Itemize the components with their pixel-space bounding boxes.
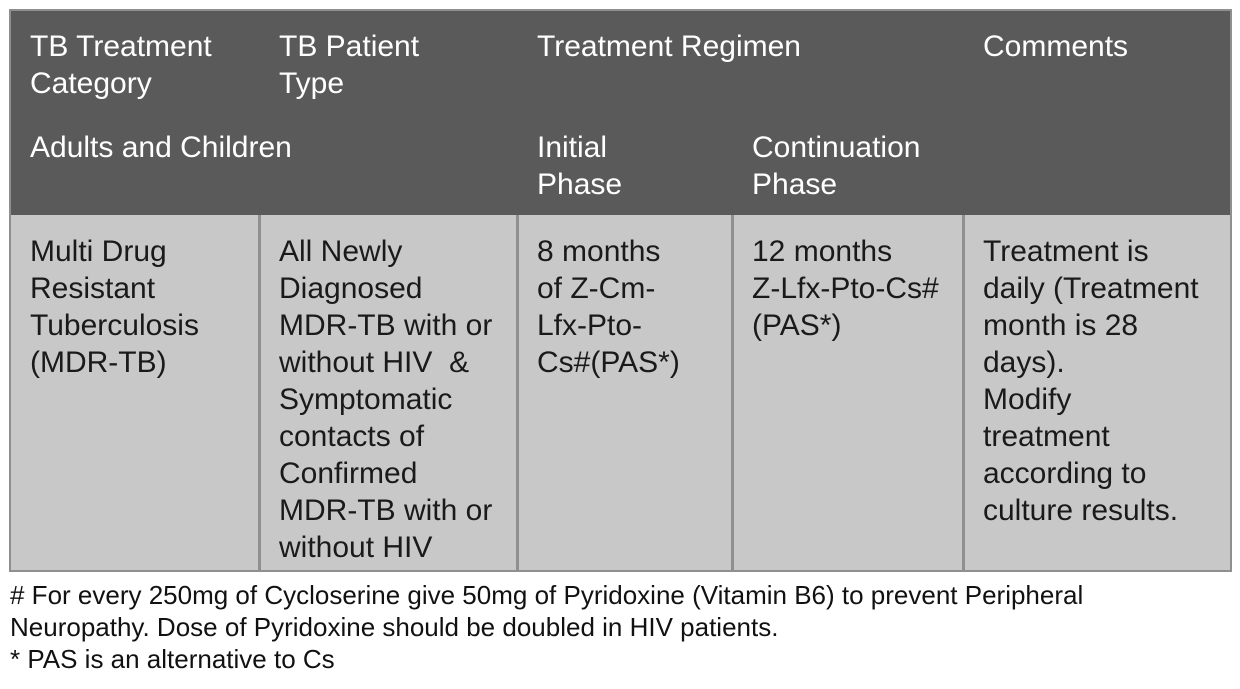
treatment-table: TB Treatment Category TB Patient Type Tr… xyxy=(9,9,1232,572)
header-initial-phase-line: Initial xyxy=(537,131,608,164)
cell-patient-type: All Newly Diagnosed MDR-TB with or witho… xyxy=(279,233,492,566)
cell-line: Lfx-Pto- xyxy=(537,309,643,342)
header-continuation-phase-line: Continuation xyxy=(752,131,921,164)
column-divider xyxy=(516,215,519,570)
header-initial-phase-line: Phase xyxy=(537,168,623,201)
cell-line: Diagnosed xyxy=(279,272,423,305)
cell-line: Tuberculosis xyxy=(30,309,199,342)
cell-comments: Treatment is daily (Treatment month is 2… xyxy=(983,233,1199,529)
header-continuation-phase: Continuation Phase xyxy=(752,129,920,203)
header-category-line: TB Treatment xyxy=(30,30,212,63)
header-comments: Comments xyxy=(983,30,1129,63)
cell-line: Confirmed xyxy=(279,457,418,490)
cell-line: MDR-TB with or xyxy=(279,494,493,527)
footnote-pyridoxine: # For every 250mg of Cycloserine give 50… xyxy=(10,580,1084,610)
cell-line: Cs#(PAS*) xyxy=(537,346,680,379)
header-initial-phase: Initial Phase xyxy=(537,129,622,203)
cell-line: Z-Lfx-Pto-Cs# xyxy=(752,272,939,305)
cell-line: daily (Treatment xyxy=(983,272,1199,305)
cell-line: days). xyxy=(983,346,1065,379)
cell-line: month is 28 xyxy=(983,309,1139,342)
cell-line: Treatment is xyxy=(983,235,1149,268)
cell-line: contacts of xyxy=(279,420,425,453)
cell-line: culture results. xyxy=(983,494,1179,527)
cell-initial-phase: 8 months of Z-Cm- Lfx-Pto- Cs#(PAS*) xyxy=(537,233,680,381)
header-patient-type: TB Patient Type xyxy=(279,28,419,102)
header-patient-type-line: Type xyxy=(279,67,345,100)
cell-line: according to xyxy=(983,457,1147,490)
table-header: TB Treatment Category TB Patient Type Tr… xyxy=(11,11,1230,215)
footnote-pyridoxine-cont: Neuropathy. Dose of Pyridoxine should be… xyxy=(10,612,779,642)
cell-continuation-phase: 12 months Z-Lfx-Pto-Cs# (PAS*) xyxy=(752,233,939,344)
cell-line: without HIV xyxy=(279,531,433,564)
cell-line: MDR-TB with or xyxy=(279,309,493,342)
cell-line: Modify xyxy=(983,383,1072,416)
cell-line: of Z-Cm- xyxy=(537,272,656,305)
header-continuation-phase-line: Phase xyxy=(752,168,838,201)
header-category-line: Category xyxy=(30,67,152,100)
cell-line: Resistant xyxy=(30,272,156,305)
column-divider xyxy=(258,215,261,570)
cell-line: treatment xyxy=(983,420,1110,453)
cell-line: 8 months xyxy=(537,235,661,268)
header-patient-type-line: TB Patient xyxy=(279,30,420,63)
column-divider xyxy=(731,215,734,570)
header-group: Adults and Children xyxy=(30,131,292,164)
header-category: TB Treatment Category xyxy=(30,28,212,102)
cell-line: 12 months xyxy=(752,235,893,268)
cell-line: (MDR-TB) xyxy=(30,346,167,379)
footnote-pas: * PAS is an alternative to Cs xyxy=(10,644,335,674)
cell-line: (PAS*) xyxy=(752,309,842,342)
column-divider xyxy=(962,215,965,570)
cell-line: All Newly xyxy=(279,235,403,268)
footnotes: # For every 250mg of Cycloserine give 50… xyxy=(10,579,1232,675)
cell-line: Symptomatic xyxy=(279,383,453,416)
header-regimen: Treatment Regimen xyxy=(537,30,801,63)
cell-line: without HIV & xyxy=(279,346,470,379)
cell-category: Multi Drug Resistant Tuberculosis (MDR-T… xyxy=(30,233,199,381)
cell-line: Multi Drug xyxy=(30,235,167,268)
